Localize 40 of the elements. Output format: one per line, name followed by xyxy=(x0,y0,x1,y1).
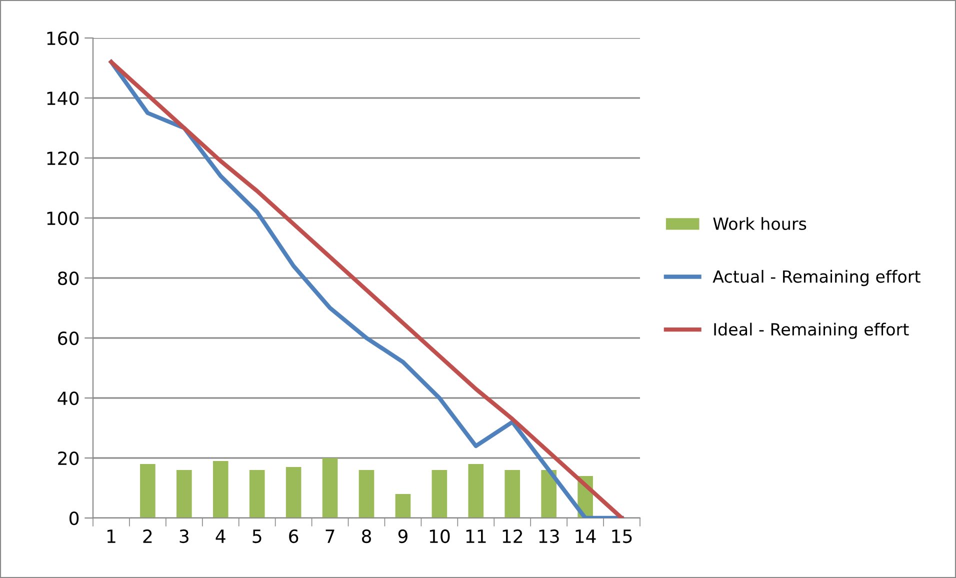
x-tick-label: 11 xyxy=(466,530,486,543)
x-tick-label: 7 xyxy=(326,530,334,543)
bar xyxy=(504,470,520,518)
y-tick-label: 0 xyxy=(70,511,79,526)
y-tick-label: 80 xyxy=(58,271,79,286)
x-tick-label: 1 xyxy=(107,530,116,543)
y-tick-label: 160 xyxy=(47,31,79,46)
x-tick-label: 14 xyxy=(576,530,596,543)
y-tick-label: 20 xyxy=(58,451,79,466)
bar xyxy=(395,494,411,518)
y-tick-label: 120 xyxy=(47,151,79,166)
bar xyxy=(322,458,338,518)
x-tick-label: 12 xyxy=(502,529,522,543)
x-tick-label: 5 xyxy=(252,530,262,544)
bar xyxy=(541,470,556,518)
bar xyxy=(432,470,448,518)
y-tick-label: 60 xyxy=(58,331,79,346)
bar xyxy=(212,461,228,518)
x-tick-label: 2 xyxy=(143,529,152,543)
bar xyxy=(140,464,156,518)
x-tick-label: 4 xyxy=(216,530,226,543)
bar xyxy=(176,470,192,518)
y-tick-label: 100 xyxy=(47,211,79,226)
bar xyxy=(249,470,265,518)
y-tick-label: 140 xyxy=(47,91,79,106)
bar xyxy=(468,464,484,518)
x-tick-label: 3 xyxy=(180,529,188,544)
legend-label: Work hours xyxy=(713,217,806,230)
x-tick-label: 8 xyxy=(362,529,372,544)
x-tick-label: 15 xyxy=(612,530,632,544)
x-tick-label: 13 xyxy=(539,529,559,544)
x-tick-label: 6 xyxy=(289,529,298,544)
line-series xyxy=(109,60,624,518)
legend-label: Actual - Remaining effort xyxy=(712,270,920,286)
bar xyxy=(286,467,302,518)
y-tick-label: 40 xyxy=(58,391,79,406)
x-tick-label: 9 xyxy=(398,529,408,544)
bar xyxy=(358,470,374,518)
legend-label: Ideal - Remaining effort xyxy=(714,322,909,339)
x-tick-label: 10 xyxy=(430,529,450,544)
